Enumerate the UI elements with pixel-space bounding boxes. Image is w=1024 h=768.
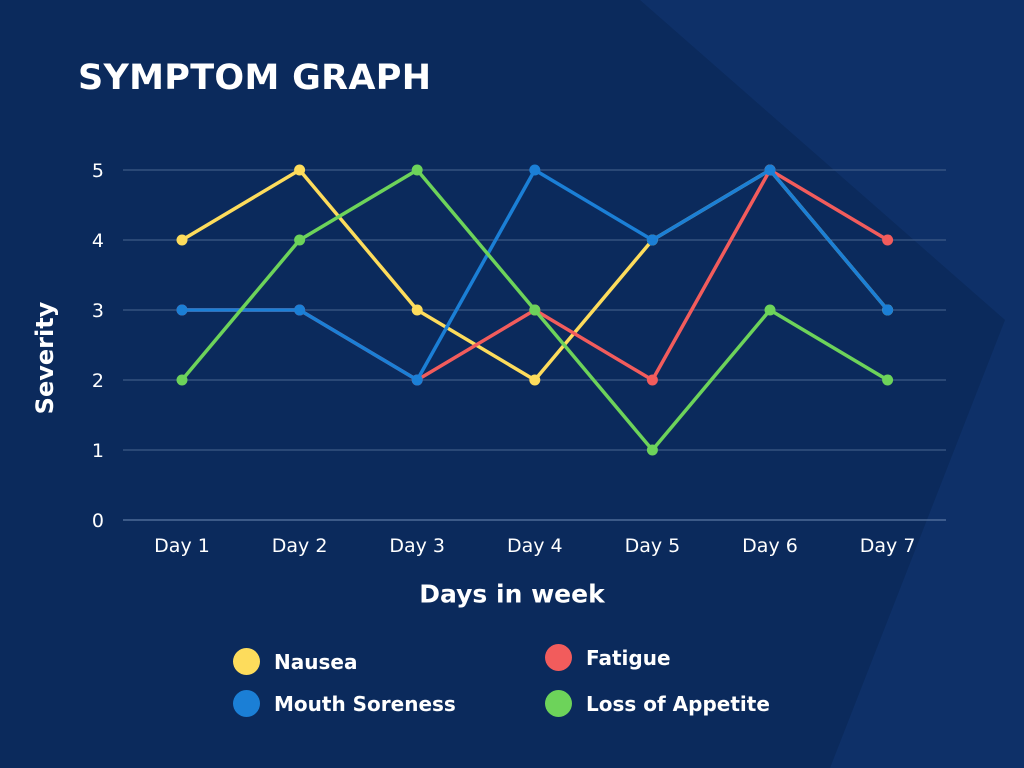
data-point-mouth-soreness — [646, 234, 658, 246]
legend-item-fatigue: Fatigue — [545, 644, 671, 671]
data-point-loss-of-appetite — [294, 234, 306, 246]
y-axis-label: Severity — [31, 301, 59, 415]
data-point-mouth-soreness — [529, 164, 541, 176]
x-tick-label: Day 6 — [742, 535, 798, 557]
legend-label: Fatigue — [586, 645, 671, 670]
legend-marker — [545, 644, 572, 671]
x-tick-label: Day 2 — [272, 535, 328, 557]
legend-label: Loss of Appetite — [586, 691, 770, 716]
data-point-fatigue — [646, 374, 658, 386]
data-point-nausea — [529, 374, 541, 386]
x-tick-label: Day 7 — [860, 535, 916, 557]
x-tick-label: Day 1 — [154, 535, 210, 557]
x-axis-label: Days in week — [419, 579, 605, 609]
data-point-mouth-soreness — [411, 374, 423, 386]
x-tick-label: Day 4 — [507, 535, 563, 557]
data-point-loss-of-appetite — [646, 444, 658, 456]
legend-marker — [233, 648, 260, 675]
legend-label: Nausea — [274, 649, 358, 674]
y-tick-label: 1 — [92, 440, 104, 462]
y-tick-label: 2 — [92, 370, 104, 392]
data-point-nausea — [294, 164, 306, 176]
y-tick-label: 3 — [92, 300, 104, 322]
data-point-loss-of-appetite — [764, 304, 776, 316]
series-line-fatigue — [180, 168, 890, 382]
y-tick-label: 5 — [92, 160, 104, 182]
data-point-nausea — [176, 234, 188, 246]
legend-item-mouth-soreness: Mouth Soreness — [233, 690, 456, 717]
series-line-nausea — [180, 168, 890, 382]
data-point-mouth-soreness — [882, 304, 894, 316]
legend-label: Mouth Soreness — [274, 691, 456, 716]
data-point-mouth-soreness — [294, 304, 306, 316]
data-point-loss-of-appetite — [411, 164, 423, 176]
data-point-mouth-soreness — [176, 304, 188, 316]
data-point-loss-of-appetite — [176, 374, 188, 386]
data-point-nausea — [411, 304, 423, 316]
data-point-loss-of-appetite — [882, 374, 894, 386]
chart-title: SYMPTOM GRAPH — [78, 58, 432, 98]
x-tick-label: Day 3 — [389, 535, 445, 557]
x-tick-label: Day 5 — [625, 535, 681, 557]
data-point-loss-of-appetite — [529, 304, 541, 316]
legend-item-loss-of-appetite: Loss of Appetite — [545, 690, 770, 717]
legend-item-nausea: Nausea — [233, 648, 357, 675]
legend-marker — [545, 690, 572, 717]
data-point-mouth-soreness — [764, 164, 776, 176]
legend-marker — [233, 690, 260, 717]
data-point-fatigue — [882, 234, 894, 246]
y-tick-label: 4 — [92, 230, 104, 252]
series-line-mouth-soreness — [180, 168, 890, 382]
y-tick-label: 0 — [92, 510, 104, 532]
